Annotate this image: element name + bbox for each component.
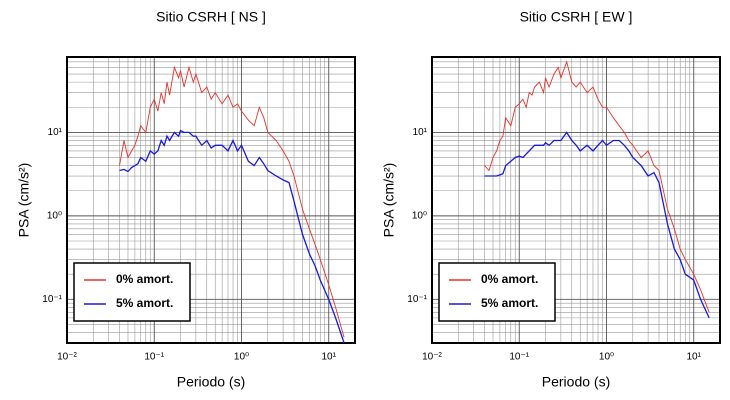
series-line: [484, 131, 710, 319]
legend-box: [73, 262, 191, 322]
plot: Sitio CSRH [ EW ] Periodo (s) PSA (cm/s²) 1…: [381, 9, 721, 390]
x-tick-label: 10¹: [687, 352, 702, 363]
legend-label: 0% amort.: [116, 272, 173, 286]
series-line: [119, 65, 345, 338]
legend-label: 5% amort.: [116, 296, 173, 310]
x-tick-label: 10⁰: [234, 352, 249, 363]
plot-frame: [431, 56, 721, 344]
x-axis-label: Periodo (s): [542, 374, 610, 390]
legend-box: [438, 262, 556, 322]
chart-title: Sitio CSRH [ EW ]: [520, 9, 633, 25]
y-tick-label: 10⁰: [412, 211, 427, 222]
y-tick-label: 10⁰: [47, 211, 62, 222]
plot-frame: [66, 56, 356, 344]
x-tick-label: 10⁻²: [422, 352, 442, 363]
x-tick-label: 10⁰: [599, 352, 614, 363]
y-axis-label: PSA (cm/s²): [381, 163, 397, 238]
y-tick-label: 10⁻¹: [42, 294, 62, 305]
y-tick-label: 10⁻¹: [407, 294, 427, 305]
chart-title: Sitio CSRH [ NS ]: [156, 9, 266, 25]
y-tick-label: 10¹: [48, 127, 63, 138]
legend-label: 0% amort.: [481, 272, 538, 286]
x-tick-label: 10⁻²: [57, 352, 77, 363]
x-tick-label: 10⁻¹: [144, 352, 164, 363]
legend-label: 5% amort.: [481, 296, 538, 310]
series-line: [119, 129, 345, 344]
y-axis-label: PSA (cm/s²): [16, 163, 32, 238]
plot: Sitio CSRH [ NS ] Periodo (s) PSA (cm/s²) 1…: [16, 9, 356, 390]
x-tick-label: 10¹: [322, 352, 337, 363]
x-axis-label: Periodo (s): [177, 374, 245, 390]
series-line: [484, 60, 710, 313]
y-tick-label: 10¹: [413, 127, 428, 138]
x-tick-label: 10⁻¹: [509, 352, 529, 363]
